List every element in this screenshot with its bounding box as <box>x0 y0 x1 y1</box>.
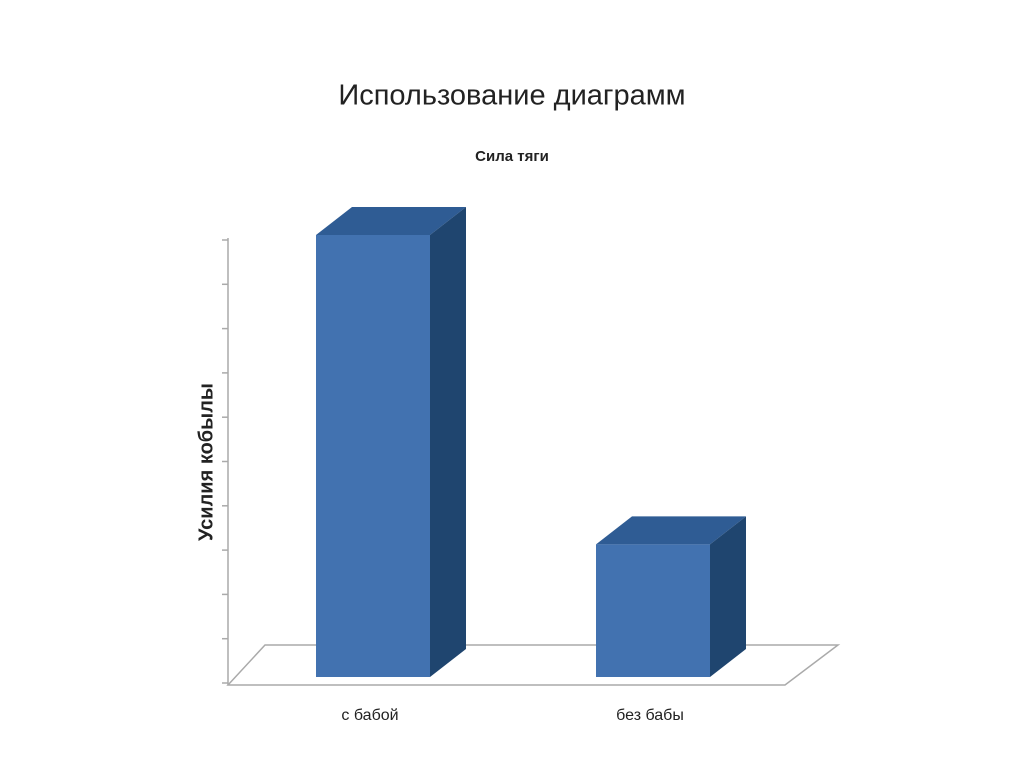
y-axis-label: Усилия кобылы <box>195 383 217 541</box>
x-tick-label: без бабы <box>616 707 684 724</box>
x-tick-label: с бабой <box>341 707 398 724</box>
floor <box>226 644 841 686</box>
bar-top <box>596 516 746 545</box>
slide-title: Использование диаграмм <box>338 80 685 112</box>
chart-title: Сила тяги <box>475 148 549 165</box>
bar-side <box>710 516 746 677</box>
bar-front <box>316 235 430 677</box>
bar-front <box>596 544 710 677</box>
bar-side <box>430 207 466 677</box>
bar-top <box>316 207 466 235</box>
